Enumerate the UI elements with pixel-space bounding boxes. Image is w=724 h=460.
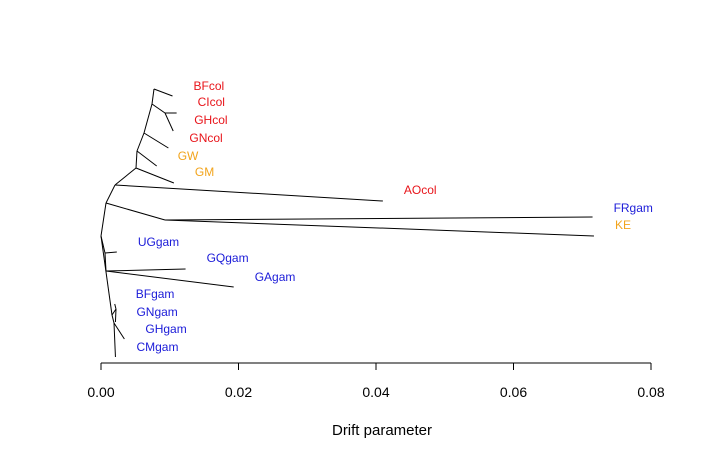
tip-label-uggam: UGgam (138, 235, 179, 249)
tip-label-frgam: FRgam (614, 201, 653, 215)
branch-top-H (105, 202, 166, 221)
branch-A-B (114, 167, 137, 186)
branch-E-G (151, 103, 166, 114)
branch-B-C (135, 150, 138, 169)
branch-K-M (111, 314, 115, 324)
tip-branch-gncol (143, 132, 169, 149)
x-tick-label: 0.02 (225, 384, 252, 400)
tip-branch-bfgam (114, 303, 117, 310)
tip-label-gqgam: GQgam (207, 251, 249, 265)
tip-branch-gagam (105, 270, 234, 288)
x-axis: 0.00 0.02 0.04 0.06 0.08 (87, 362, 665, 400)
tip-label-ghcol: GHcol (194, 113, 227, 127)
x-tick-label: 0.04 (362, 384, 389, 400)
tip-branch-cmgam (113, 322, 116, 358)
x-tick-label: 0.08 (637, 384, 664, 400)
tip-branch-gqgam (105, 268, 186, 272)
tip-branch-ghcol (164, 112, 174, 132)
branch-K-L (111, 308, 117, 316)
tip-label-gw: GW (178, 149, 199, 163)
tip-branch-ke (164, 219, 594, 237)
tip-label-cmgam: CMgam (136, 340, 178, 354)
tip-label-gncol: GNcol (189, 131, 222, 145)
tip-labels: BFcol CIcol GHcol GNcol GW GM AOcol FRgam KE UGga… (136, 79, 653, 354)
tip-label-bfgam: BFgam (136, 287, 175, 301)
tip-label-cicol: CIcol (198, 95, 225, 109)
tip-branch-gw (136, 150, 157, 167)
tip-label-aocol: AOcol (404, 183, 437, 197)
x-tick-label: 0.00 (87, 384, 114, 400)
tip-label-gngam: GNgam (136, 305, 177, 319)
branch-E-F (151, 88, 155, 105)
x-tick-label: 0.06 (500, 384, 527, 400)
tip-label-bfcol: BFcol (194, 79, 225, 93)
tip-branch-uggam (104, 251, 117, 254)
branch-D-E (143, 103, 153, 134)
tip-branch-bfcol (153, 88, 173, 97)
tree-branches (100, 88, 594, 358)
tip-branch-ghgam (113, 322, 125, 340)
x-axis-title: Drift parameter (332, 422, 432, 439)
branch-root-K (100, 235, 113, 316)
tip-branch-gm (135, 167, 175, 184)
branch-C-D (136, 132, 145, 152)
tip-label-gm: GM (195, 165, 214, 179)
tip-branch-gngam (114, 308, 117, 323)
branch-top-A (105, 184, 116, 204)
branch-root-top (100, 202, 107, 237)
tip-branch-aocol (114, 184, 383, 202)
tip-label-ghgam: GHgam (145, 322, 186, 336)
tip-label-ke: KE (615, 218, 631, 232)
tip-label-gagam: GAgam (255, 270, 296, 284)
tip-branch-frgam (164, 216, 593, 221)
